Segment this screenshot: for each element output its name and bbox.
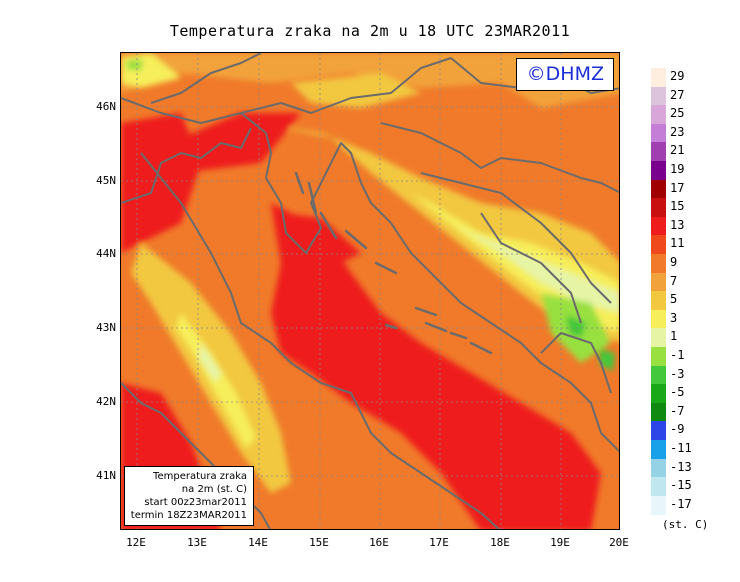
legend-swatch xyxy=(651,272,666,292)
legend-label: 29 xyxy=(670,69,685,83)
legend-swatch xyxy=(651,365,666,385)
legend-swatch xyxy=(651,384,666,404)
alps-cold-patch xyxy=(126,59,143,71)
legend-swatch xyxy=(651,198,666,218)
legend-swatch xyxy=(651,328,666,348)
lat-label-41n: 41N xyxy=(96,469,116,482)
legend-label: -7 xyxy=(670,403,685,418)
legend-swatch xyxy=(651,161,666,181)
dhmz-logo: ©DHMZ xyxy=(515,58,614,91)
info-line-variable: Temperatura zraka xyxy=(153,471,247,482)
lat-label-42n: 42N xyxy=(96,395,116,408)
legend-swatch xyxy=(651,123,666,143)
legend-swatch xyxy=(651,309,666,329)
legend-label: 13 xyxy=(670,217,685,232)
adriatic-warm xyxy=(271,203,601,529)
legend-label: 27 xyxy=(670,87,685,102)
lon-label-16e: 16E xyxy=(369,536,389,549)
info-line-start: start 00z23mar2011 xyxy=(144,497,247,508)
legend-label: -3 xyxy=(670,366,685,381)
dinaric-cool xyxy=(351,163,619,333)
legend-label: 5 xyxy=(670,292,678,307)
legend-swatch xyxy=(651,105,666,125)
lon-label-20e: 20E xyxy=(609,536,629,549)
legend-label: 23 xyxy=(670,124,685,139)
legend-swatch xyxy=(651,291,666,311)
alps-band xyxy=(121,53,619,108)
albania-cold xyxy=(599,349,615,371)
north-italy-warm xyxy=(121,113,301,173)
lat-label-43n: 43N xyxy=(96,321,116,334)
legend-label: -15 xyxy=(670,478,692,493)
dinaric-band xyxy=(261,123,619,343)
lon-label-14e: 14E xyxy=(248,536,268,549)
legend-swatch xyxy=(651,179,666,199)
legend-label: -17 xyxy=(670,496,692,511)
legend-swatch xyxy=(651,216,666,236)
info-line-units: na 2m (st. C) xyxy=(181,484,247,495)
temperature-map: ©DHMZ Temperatura zraka na 2m (st. C) st… xyxy=(120,52,620,530)
temperature-field xyxy=(121,53,619,529)
lat-label-46n: 46N xyxy=(96,100,116,113)
legend-label: -1 xyxy=(670,348,685,362)
legend-label: -5 xyxy=(670,385,685,400)
legend-swatch xyxy=(651,440,666,460)
lon-label-12e: 12E xyxy=(126,536,146,549)
legend-swatch xyxy=(651,402,666,422)
legend-swatch xyxy=(651,477,666,497)
legend-label: 3 xyxy=(670,310,678,325)
legend-label: 11 xyxy=(670,236,685,251)
pannonian-warm xyxy=(421,93,619,193)
legend-unit: (st. C) xyxy=(662,518,709,531)
kvarner-warm xyxy=(281,213,361,273)
slovenia-band xyxy=(291,73,421,108)
lat-label-44n: 44N xyxy=(96,247,116,260)
legend-label: 9 xyxy=(670,255,678,269)
legend-label: 15 xyxy=(670,199,685,214)
legend-label: -11 xyxy=(670,441,692,455)
legend-label: 1 xyxy=(670,329,678,344)
lon-label-18e: 18E xyxy=(490,536,510,549)
legend-swatch xyxy=(651,421,666,441)
map-title: Temperatura zraka na 2m u 18 UTC 23MAR20… xyxy=(169,22,571,40)
legend-swatch xyxy=(651,254,666,274)
lat-label-45n: 45N xyxy=(96,174,116,187)
legend-swatch xyxy=(651,458,666,478)
legend-label: 19 xyxy=(670,162,685,176)
graticule xyxy=(121,53,619,529)
legend-label: 17 xyxy=(670,180,685,195)
croatian-islands xyxy=(294,171,493,355)
lon-label-19e: 19E xyxy=(550,536,570,549)
dinaric-colder xyxy=(411,203,619,313)
legend-label: -13 xyxy=(670,459,692,474)
legend-label: 21 xyxy=(670,143,685,158)
legend-swatch xyxy=(651,68,666,88)
legend-swatch xyxy=(651,495,666,515)
legend-swatch xyxy=(651,235,666,255)
montenegro-colder xyxy=(566,315,586,338)
legend-label: -9 xyxy=(670,422,685,437)
legend-swatch xyxy=(651,86,666,106)
lon-label-13e: 13E xyxy=(187,536,207,549)
legend-label: 25 xyxy=(670,106,685,121)
info-line-termin: termin 18Z23MAR2011 xyxy=(130,510,247,521)
lon-label-15e: 15E xyxy=(309,536,329,549)
apennine-colder xyxy=(199,343,221,383)
legend-swatch xyxy=(651,142,666,162)
lon-label-17e: 17E xyxy=(429,536,449,549)
legend-swatch xyxy=(651,347,666,367)
legend-label: 7 xyxy=(670,273,678,288)
info-box: Temperatura zraka na 2m (st. C) start 00… xyxy=(124,466,254,526)
